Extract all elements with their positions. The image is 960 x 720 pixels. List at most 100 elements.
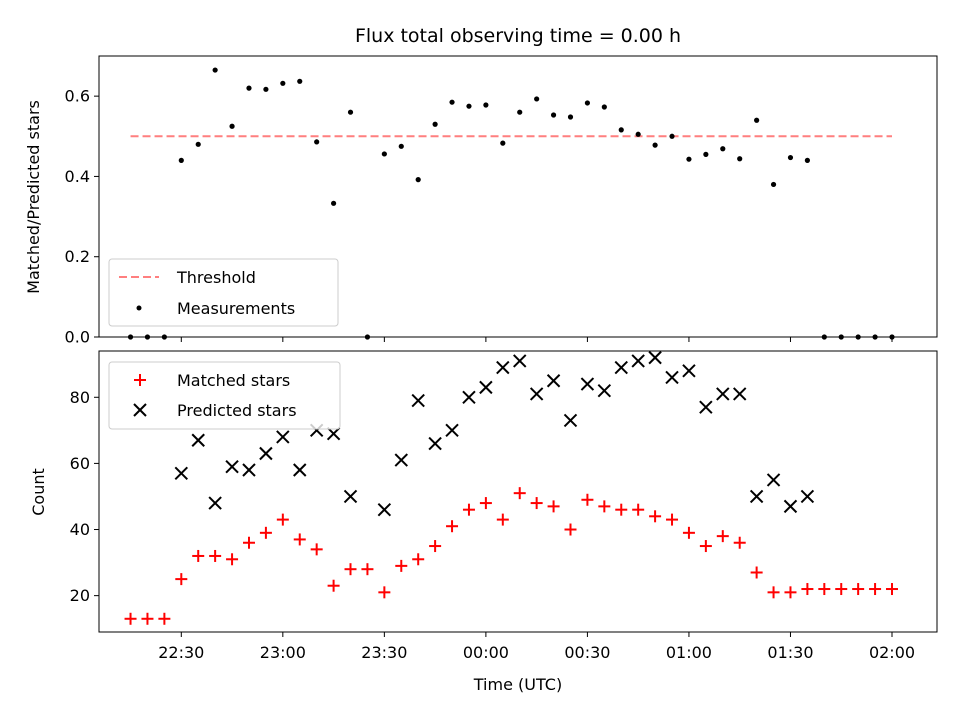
x-tick-label: 00:00 (463, 643, 509, 662)
matched-star-point (429, 540, 442, 553)
measurement-point (195, 141, 201, 147)
measurement-point (517, 109, 523, 115)
bottom-y-tick-label: 80 (70, 388, 90, 407)
predicted-star-point (749, 489, 764, 504)
legend-measurements-label: Measurements (177, 299, 295, 318)
matched-star-point (801, 583, 814, 596)
measurement-point (584, 100, 591, 106)
predicted-star-point (766, 473, 781, 487)
matched-star-point (496, 513, 509, 526)
predicted-star-point (208, 496, 222, 510)
predicted-star-point (394, 453, 408, 467)
legend-matched-label: Matched stars (177, 371, 290, 390)
measurement-point (500, 140, 506, 146)
matched-star-point (682, 526, 695, 539)
matched-star-point (192, 549, 205, 562)
measurement-point (449, 99, 455, 105)
matched-star-point (818, 583, 831, 596)
measurement-point (652, 142, 658, 148)
predicted-star-point (783, 499, 798, 514)
measurement-point (669, 133, 675, 139)
x-axis-label: Time (UTC) (473, 675, 562, 694)
matched-star-point (513, 487, 526, 500)
predicted-star-point (496, 360, 510, 375)
matched-star-point (835, 583, 848, 596)
legend-threshold-label: Threshold (176, 268, 256, 287)
measurement-point (737, 156, 743, 162)
top-legend: Threshold Measurements (108, 258, 339, 327)
predicted-star-point (513, 354, 527, 368)
predicted-star-point (293, 463, 307, 477)
top-y-tick-label: 0.4 (65, 167, 90, 186)
x-tick-label: 01:30 (767, 643, 813, 662)
predicted-star-point (529, 387, 544, 401)
legend-matched-swatch (134, 374, 146, 386)
bottom-y-axis-label: Count (29, 468, 48, 516)
measurement-point (754, 117, 760, 123)
measurement-point (381, 151, 387, 157)
measurement-point (246, 85, 252, 91)
matched-star-point (699, 540, 712, 553)
measurement-point (297, 78, 303, 84)
predicted-star-point (343, 489, 358, 504)
predicted-star-point (242, 463, 256, 477)
predicted-star-point (580, 377, 595, 391)
matched-star-point (784, 586, 797, 599)
bottom-panel: 20 40 60 80 22:30 23:00 23:30 00:00 00:30 01:00 0… (29, 350, 938, 694)
x-tick-label: 01:00 (666, 643, 712, 662)
predicted-star-point (648, 350, 662, 365)
measurement-point (804, 157, 810, 163)
predicted-star-point (479, 380, 493, 395)
matched-star-point (395, 559, 408, 572)
matched-star-point (852, 583, 865, 596)
predicted-star-point (597, 383, 612, 398)
measurement-point (432, 121, 438, 127)
measurement-point (398, 143, 404, 149)
matched-star-point (158, 612, 171, 625)
legend-predicted-label: Predicted stars (177, 401, 297, 420)
matched-star-point (581, 493, 594, 506)
measurement-point (787, 154, 794, 161)
predicted-star-point (665, 370, 679, 385)
measurement-point (703, 151, 709, 157)
predicted-star-point (682, 364, 696, 378)
measurement-point (483, 102, 489, 108)
predicted-star-point (326, 426, 341, 441)
measurement-point (466, 103, 472, 109)
top-y-tick-label: 0.6 (65, 87, 90, 106)
x-tick-label: 23:30 (361, 643, 407, 662)
matched-star-point (327, 579, 340, 592)
top-y-tick-label: 0.2 (65, 247, 90, 266)
matched-star-point (615, 503, 628, 516)
measurement-point (229, 123, 235, 129)
matched-star-point (564, 523, 577, 536)
measurement-point (314, 139, 320, 145)
predicted-star-point (716, 387, 730, 401)
measurement-point (770, 181, 777, 188)
measurement-point (263, 86, 269, 92)
measurement-point (567, 114, 574, 120)
predicted-star-point (800, 489, 815, 504)
predicted-star-point (631, 354, 645, 368)
matched-star-point (632, 503, 645, 516)
measurement-point (686, 156, 692, 162)
predicted-star-point (377, 502, 392, 517)
matched-star-point (716, 530, 729, 543)
measurement-point (330, 200, 337, 206)
predicted-star-point (563, 413, 578, 428)
top-y-tick-label: 0.0 (65, 328, 90, 347)
measurement-point (347, 109, 354, 115)
predicted-star-point (174, 466, 189, 481)
matched-star-point (598, 500, 611, 513)
predicted-star-point (259, 446, 273, 461)
measurement-point (720, 146, 726, 152)
matched-star-point (175, 573, 188, 586)
matched-star-point (547, 500, 560, 513)
matched-star-point (276, 513, 289, 526)
matched-star-point (310, 543, 323, 556)
matched-star-point (479, 497, 492, 510)
predicted-star-point (191, 433, 205, 447)
measurement-point (415, 177, 421, 183)
x-tick-label: 23:00 (260, 643, 306, 662)
